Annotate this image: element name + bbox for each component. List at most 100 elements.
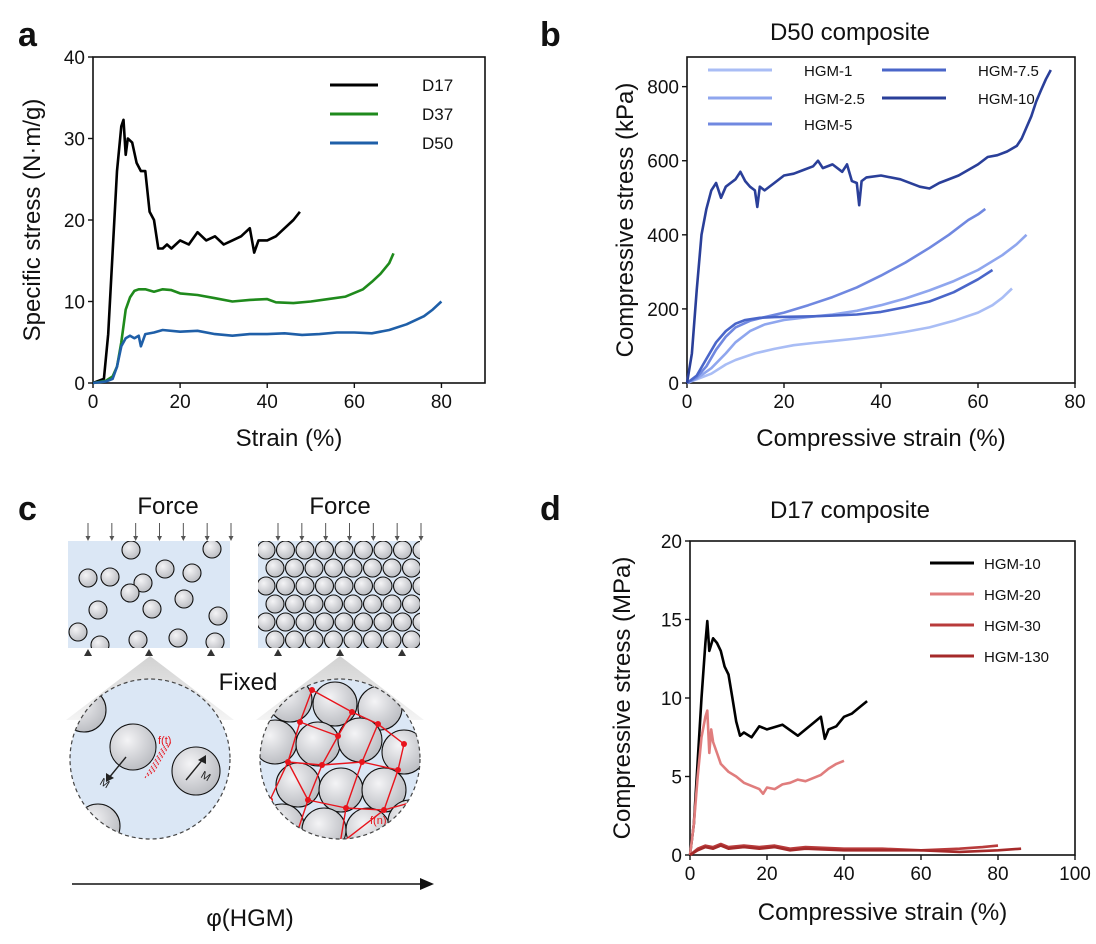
- force-arrowhead: [204, 536, 210, 541]
- hollow-glass-microsphere: [275, 612, 296, 632]
- hollow-glass-microsphere: [284, 594, 305, 614]
- force-arrowhead: [133, 536, 139, 541]
- legend-label: HGM-1: [804, 63, 852, 80]
- contact-node: [297, 719, 303, 725]
- series-line-hgm-7-5: [686, 268, 994, 385]
- legend-label: HGM-2.5: [804, 91, 865, 108]
- force-chain-edge: [383, 769, 399, 811]
- hollow-glass-microsphere: [284, 630, 305, 648]
- legend-label: D17: [422, 76, 453, 95]
- hollow-glass-microsphere: [301, 807, 347, 839]
- x-axis-label: Strain (%): [236, 425, 343, 452]
- y-tick-label: 0: [671, 846, 682, 867]
- hollow-glass-microsphere: [155, 559, 175, 579]
- fixed-label: Fixed: [219, 669, 278, 696]
- hollow-glass-microsphere: [275, 576, 296, 596]
- phi-axis-label: φ(HGM): [206, 905, 294, 932]
- contact-node: [293, 833, 299, 839]
- y-tick-label: 5: [671, 768, 682, 789]
- bubbles-high-fraction: [258, 541, 440, 648]
- x-tick-label: 100: [1059, 864, 1091, 885]
- matrix-box-low-fraction: [68, 541, 230, 648]
- y-tick-label: 40: [64, 48, 85, 69]
- bubbles-low-fraction: [68, 541, 228, 648]
- panel-letter-d: d: [540, 490, 561, 528]
- hollow-glass-microsphere: [304, 594, 324, 614]
- fixed-support-triangle: [336, 649, 344, 656]
- force-label-right: Force: [309, 493, 370, 520]
- hollow-glass-microsphere: [422, 595, 440, 613]
- series-line-hgm-20: [688, 709, 845, 856]
- y-tick-label: 15: [661, 611, 682, 632]
- legend-label: D50: [422, 134, 453, 153]
- force-chain-edge: [307, 764, 323, 801]
- series-line-d50: [92, 300, 443, 385]
- contact-node: [401, 741, 407, 747]
- hollow-glass-microsphere: [343, 558, 363, 578]
- contact-node: [381, 807, 387, 813]
- hollow-glass-microsphere: [353, 612, 374, 632]
- hollow-glass-microsphere: [382, 558, 402, 578]
- moment-arrow: [185, 757, 205, 781]
- legend-label: HGM-10: [978, 91, 1035, 108]
- hollow-glass-microsphere: [401, 630, 420, 648]
- series-line-hgm-5: [686, 207, 987, 385]
- hollow-glass-microsphere: [208, 606, 228, 626]
- series-line-hgm-1: [686, 287, 1013, 385]
- hollow-glass-microsphere: [68, 622, 88, 642]
- hollow-glass-microsphere: [258, 612, 276, 632]
- fixed-support-triangle: [145, 649, 153, 656]
- force-chain-edge: [321, 761, 363, 766]
- force-arrows: [85, 523, 424, 541]
- hollow-glass-microsphere: [265, 558, 285, 578]
- hollow-glass-microsphere: [314, 612, 335, 632]
- zoom-circle-left: [69, 678, 231, 840]
- phi-axis-arrowhead: [420, 878, 434, 890]
- hollow-glass-microsphere: [100, 567, 120, 587]
- hollow-glass-microsphere: [75, 803, 121, 839]
- force-arrowhead: [347, 536, 352, 541]
- fixed-support-triangle: [398, 649, 406, 656]
- tangential-force-label: f(t): [158, 735, 171, 747]
- hollow-glass-microsphere: [171, 746, 221, 796]
- hollow-glass-microsphere: [258, 541, 276, 560]
- force-arrowhead: [157, 536, 162, 541]
- hollow-glass-microsphere: [392, 576, 413, 596]
- hollow-glass-microsphere: [202, 541, 222, 559]
- force-chain-edge: [339, 809, 385, 839]
- hollow-glass-microsphere: [401, 594, 420, 614]
- hollow-glass-microsphere: [362, 630, 383, 648]
- force-chain-edge: [287, 721, 301, 763]
- x-axis-label: Compressive strain (%): [758, 899, 1007, 926]
- x-axis-label: Compressive strain (%): [756, 425, 1005, 452]
- contact-node: [359, 759, 365, 765]
- hollow-glass-microsphere: [392, 541, 413, 560]
- x-tick-label: 60: [967, 392, 988, 413]
- hollow-glass-microsphere: [295, 612, 315, 632]
- contact-node: [337, 841, 343, 847]
- legend-label: HGM-20: [984, 587, 1041, 604]
- hollow-glass-microsphere: [412, 541, 420, 560]
- hollow-glass-microsphere: [265, 594, 285, 614]
- fixed-support-triangle: [84, 649, 92, 656]
- y-tick-label: 600: [647, 152, 679, 173]
- force-chain-edge: [311, 689, 353, 713]
- legend-label: HGM-10: [984, 556, 1041, 573]
- hollow-glass-microsphere: [373, 612, 393, 632]
- hollow-glass-microsphere: [412, 612, 420, 632]
- force-chain-edge: [321, 735, 339, 766]
- x-tick-label: 80: [987, 864, 1008, 885]
- hollow-glass-microsphere: [353, 541, 374, 560]
- force-chain-edge: [345, 761, 363, 809]
- force-chain-edge: [287, 761, 309, 801]
- fixed-supports: [84, 649, 406, 656]
- hollow-glass-microsphere: [381, 729, 420, 775]
- hollow-glass-microsphere: [109, 723, 157, 771]
- force-label-left: Force: [137, 493, 198, 520]
- hollow-glass-microsphere: [343, 630, 363, 648]
- force-arrowhead: [109, 536, 115, 541]
- series-line-hgm-10: [685, 69, 1052, 384]
- y-axis-label: Compressive stress (MPa): [609, 557, 636, 840]
- contact-node: [285, 759, 291, 765]
- contact-node: [395, 767, 401, 773]
